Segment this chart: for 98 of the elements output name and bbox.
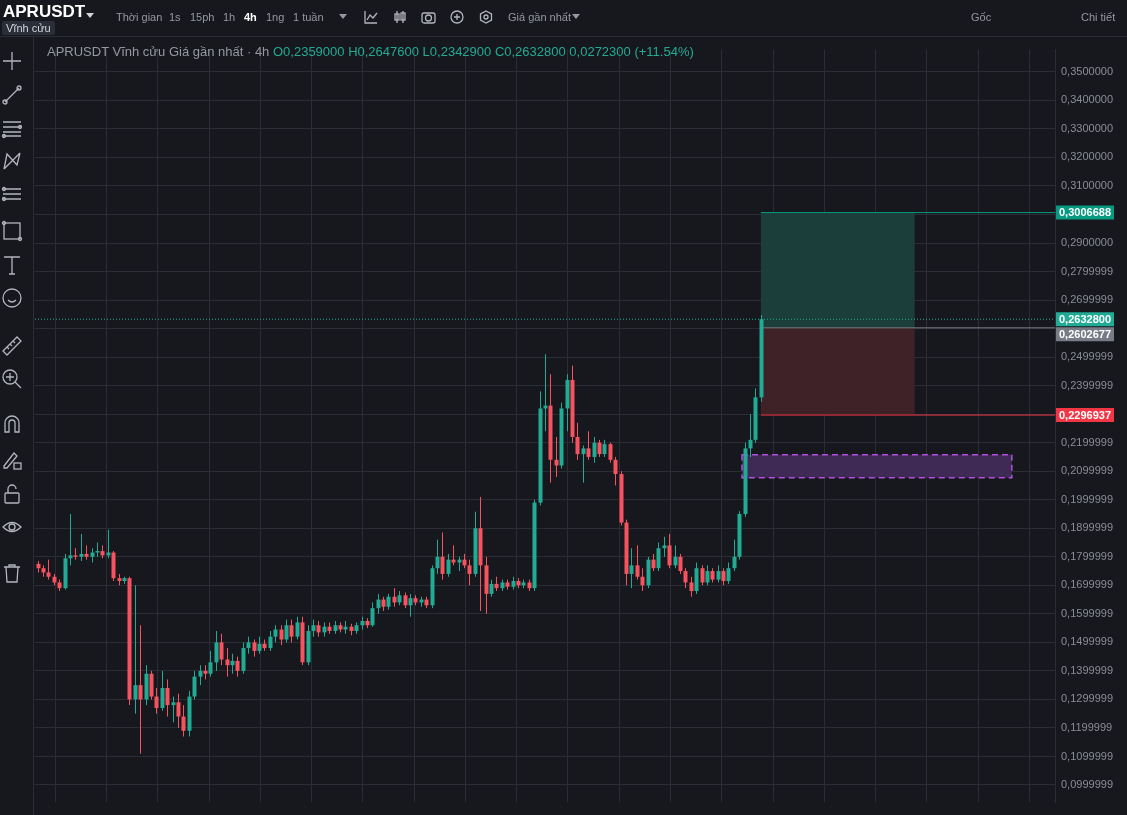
candlestick	[673, 544, 678, 569]
y-tick-label: 0,3200000	[1061, 150, 1113, 163]
y-tick-label: 0,2499999	[1061, 350, 1113, 363]
candlestick	[554, 436, 559, 478]
candlestick	[73, 547, 78, 561]
text: Thời gian	[116, 11, 163, 23]
candlestick	[284, 619, 289, 643]
candlestick	[678, 553, 683, 575]
text: 15ph	[190, 11, 215, 23]
candlestick	[181, 704, 186, 738]
y-tick-label: 0,0999999	[1061, 778, 1113, 791]
y-tick-label: 0,2699999	[1061, 293, 1113, 306]
y-tick-label: 0,3100000	[1061, 178, 1113, 191]
ref-line-label: 0,3006688	[1059, 206, 1111, 219]
candlestick	[133, 584, 138, 715]
candlestick	[268, 630, 273, 652]
candlestick	[700, 564, 705, 586]
candlestick	[408, 593, 413, 618]
y-tick-label: 0,1999999	[1061, 492, 1113, 505]
candlestick	[581, 445, 586, 484]
text: 1s	[169, 11, 181, 23]
candlestick	[689, 576, 694, 598]
candlestick	[198, 664, 203, 686]
text: 4h	[244, 11, 257, 23]
candlestick	[79, 533, 84, 562]
candlestick	[613, 456, 618, 486]
candlestick	[241, 641, 246, 675]
y-tick-label: 0,2199999	[1061, 435, 1113, 448]
candlestick	[656, 542, 661, 572]
candlestick	[192, 670, 197, 700]
chart-title: APRUSDT	[3, 2, 86, 22]
y-tick-label: 0,3300000	[1061, 121, 1113, 134]
candlestick	[68, 513, 73, 566]
ref-line-label: 0,2296937	[1059, 408, 1111, 421]
text: 1 tuần	[293, 11, 324, 23]
candlestick	[667, 533, 672, 569]
candlestick	[705, 564, 710, 586]
candlestick	[662, 536, 667, 558]
candlestick	[608, 442, 613, 464]
candlestick	[165, 678, 170, 718]
chart-subtitle: Vĩnh cửu	[2, 21, 55, 35]
candlestick	[586, 430, 591, 461]
y-tick-label: 0,1599999	[1061, 606, 1113, 619]
candlestick	[376, 593, 381, 615]
text: Giá gần nhất	[508, 11, 571, 23]
candlestick	[683, 567, 688, 589]
candlestick	[279, 624, 284, 646]
y-tick-label: 0,1099999	[1061, 749, 1113, 762]
candlestick	[435, 539, 440, 575]
y-tick-label: 0,2099999	[1061, 464, 1113, 477]
candlestick	[208, 650, 213, 678]
candlestick	[171, 696, 176, 723]
y-tick-label: 0,2799999	[1061, 264, 1113, 277]
candlestick	[446, 553, 451, 578]
candlestick	[592, 436, 597, 464]
candlestick	[138, 624, 143, 755]
candlestick	[235, 656, 240, 678]
ref-line-label: 0,2632800	[1059, 312, 1111, 325]
text: 1h	[223, 11, 236, 23]
candlestick	[726, 562, 731, 585]
text: Chi tiết	[1081, 11, 1116, 23]
y-tick-label: 0,2900000	[1061, 236, 1113, 249]
candlestick	[154, 687, 159, 715]
candlestick	[176, 693, 181, 729]
candlestick	[575, 422, 580, 461]
y-tick-label: 0,1499999	[1061, 635, 1113, 648]
text: 1ng	[266, 11, 285, 23]
y-tick-label: 0,1799999	[1061, 549, 1113, 562]
y-tick-label: 0,3500000	[1061, 64, 1113, 77]
y-tick-label: 0,1699999	[1061, 578, 1113, 591]
candlestick	[629, 547, 634, 589]
candlestick	[640, 567, 645, 592]
annotation: APRUSDT Vĩnh cửu Giá gần nhất · 4h	[47, 44, 270, 59]
candlestick	[440, 532, 445, 581]
candlestick	[289, 619, 294, 643]
ref-line-label: 0,2602677	[1059, 327, 1111, 340]
candlestick	[635, 544, 640, 581]
y-tick-label: 0,1299999	[1061, 692, 1113, 705]
candlestick	[732, 539, 737, 572]
candlestick	[295, 616, 300, 641]
candlestick	[694, 562, 699, 595]
candlestick	[149, 670, 154, 700]
candlestick	[467, 559, 472, 586]
y-tick-label: 0,3400000	[1061, 93, 1113, 106]
candlestick	[160, 670, 165, 712]
y-tick-label: 0,1899999	[1061, 521, 1113, 534]
y-tick-label: 0,1199999	[1061, 720, 1113, 733]
candlestick	[370, 601, 375, 628]
text: Gốc	[971, 11, 992, 23]
candlestick	[748, 413, 753, 458]
annotation: O0,2359000 H0,2647600 L0,2342900 C0,2632800 0,0272300 (+11.54%)	[272, 44, 694, 59]
y-tick-label: 0,2399999	[1061, 378, 1113, 391]
candlestick	[214, 630, 219, 672]
y-tick-label: 0,1399999	[1061, 663, 1113, 676]
candlestick	[46, 559, 51, 581]
candlestick	[219, 633, 224, 666]
candlestick	[230, 653, 235, 675]
candlestick	[225, 647, 230, 678]
